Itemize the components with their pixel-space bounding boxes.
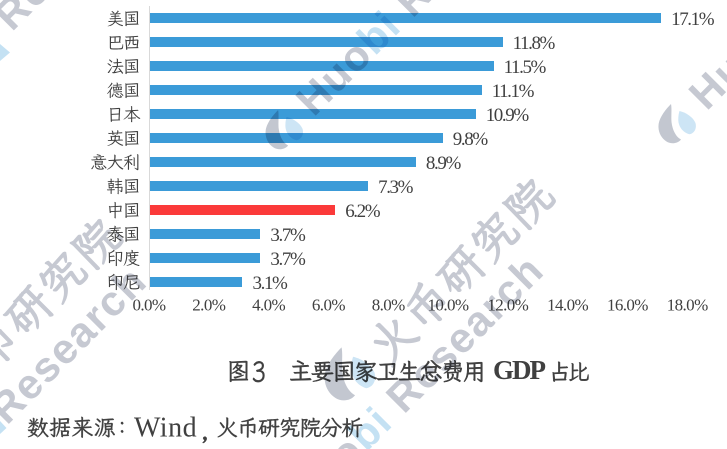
svg-text:6.0%: 6.0% <box>312 295 345 314</box>
svg-text:GDP: GDP <box>493 355 546 385</box>
svg-text:17.1%: 17.1% <box>671 9 715 30</box>
svg-text:8.9%: 8.9% <box>426 153 462 174</box>
svg-text:Huobi Research: Huobi Research <box>680 0 727 118</box>
svg-text:4.0%: 4.0% <box>252 295 285 314</box>
svg-text:2.0%: 2.0% <box>192 295 225 314</box>
svg-text:12.0%: 12.0% <box>487 295 528 314</box>
svg-text:11.5%: 11.5% <box>504 57 547 78</box>
svg-text:18.0%: 18.0% <box>667 295 708 314</box>
svg-text:11.1%: 11.1% <box>492 81 535 102</box>
svg-text:3.1%: 3.1% <box>253 273 289 294</box>
svg-text:10.9%: 10.9% <box>486 105 530 126</box>
svg-text:6.2%: 6.2% <box>345 201 381 222</box>
svg-text:16.0%: 16.0% <box>607 295 648 314</box>
svg-text:Huobi Research: Huobi Research <box>287 0 561 124</box>
svg-text:11.8%: 11.8% <box>513 33 556 54</box>
svg-text:3.7%: 3.7% <box>270 249 306 270</box>
svg-text:14.0%: 14.0% <box>547 295 588 314</box>
svg-text:Huobi Research: Huobi Research <box>0 0 161 137</box>
svg-text:Wind: Wind <box>134 413 197 444</box>
svg-text:Huobi Research: Huobi Research <box>0 257 156 449</box>
svg-text:9.8%: 9.8% <box>453 129 489 150</box>
svg-text:3.7%: 3.7% <box>270 225 306 246</box>
svg-text:Huobi Research: Huobi Research <box>278 246 552 449</box>
svg-text:8.0%: 8.0% <box>372 295 405 314</box>
svg-text:0.0%: 0.0% <box>132 295 165 314</box>
svg-text:7.3%: 7.3% <box>378 177 414 198</box>
